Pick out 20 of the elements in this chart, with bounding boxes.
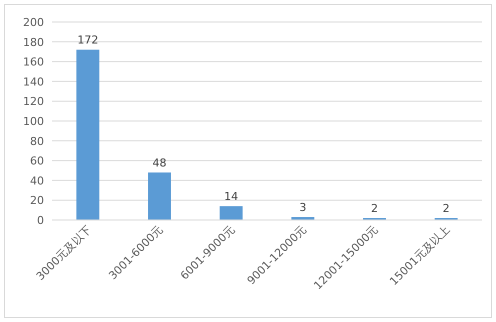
y-tick-label: 60 xyxy=(30,154,44,168)
y-tick-label: 160 xyxy=(23,56,44,69)
y-tick-label: 180 xyxy=(23,36,44,49)
data-label: 14 xyxy=(224,190,238,204)
bar xyxy=(220,206,243,220)
y-tick-label: 20 xyxy=(30,194,44,208)
bar xyxy=(76,50,100,220)
y-tick-label: 200 xyxy=(23,16,44,29)
y-tick-label: 80 xyxy=(30,134,44,148)
y-tick-label: 120 xyxy=(23,95,44,108)
data-label: 2 xyxy=(442,202,450,216)
bar xyxy=(148,172,171,220)
y-tick-label: 0 xyxy=(37,214,44,227)
data-label: 48 xyxy=(152,156,166,170)
y-tick-label: 140 xyxy=(23,75,44,88)
data-label: 172 xyxy=(77,34,98,47)
data-label: 2 xyxy=(371,202,378,216)
y-tick-label: 100 xyxy=(23,115,44,128)
data-label: 3 xyxy=(299,201,306,214)
y-tick-label: 40 xyxy=(30,174,44,188)
